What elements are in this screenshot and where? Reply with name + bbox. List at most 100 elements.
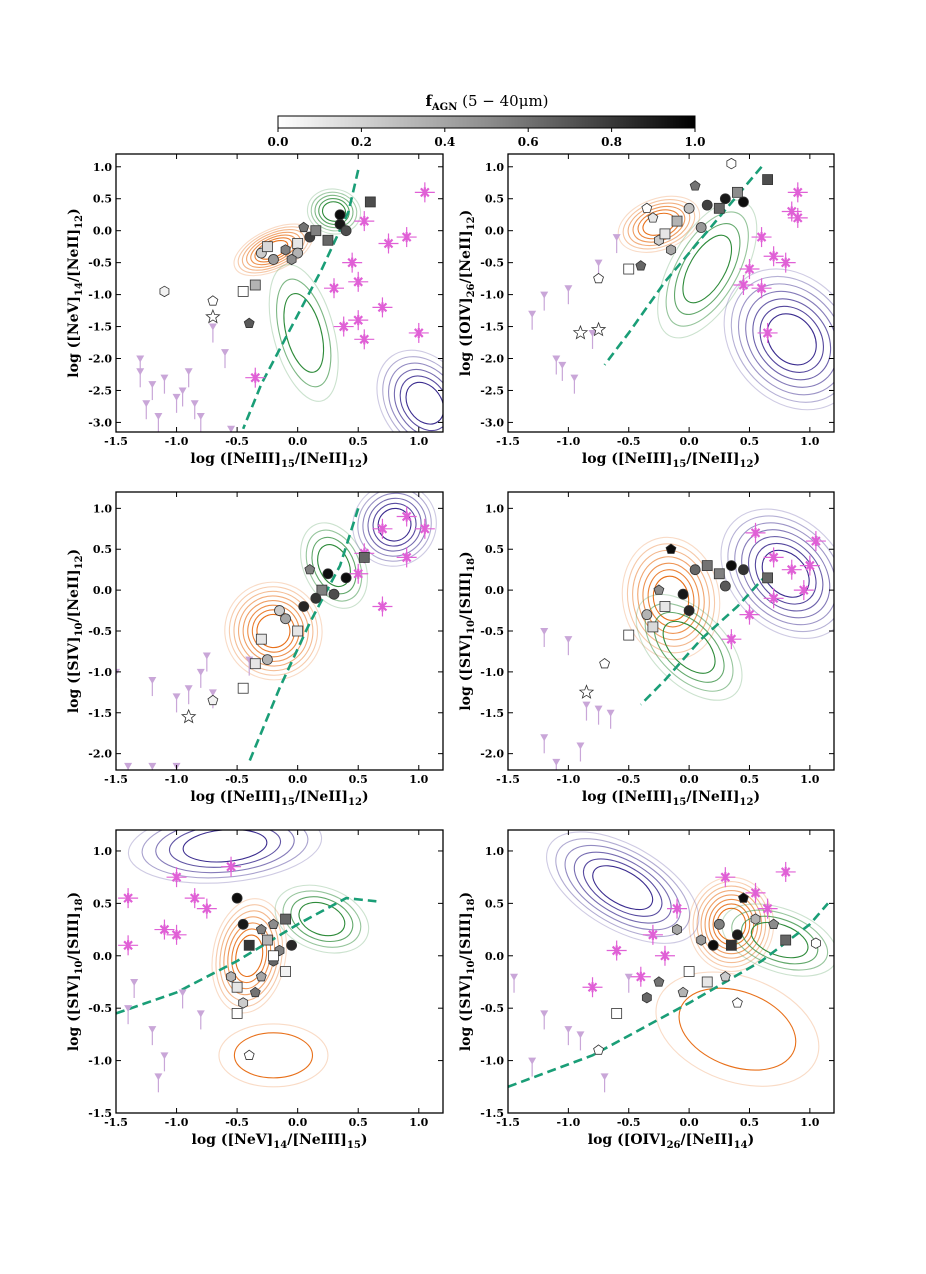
upper-limit-marker: [588, 329, 597, 337]
agn-point-square: [261, 934, 273, 946]
y-tick-label: -2.0: [88, 748, 112, 761]
green-contour: [662, 620, 716, 674]
upper-limit-point: [160, 374, 169, 394]
y-tick-label: 1.0: [485, 845, 504, 858]
agn-point-pentagon: [665, 543, 677, 554]
label-text: log ([NeIII]: [582, 789, 673, 805]
agn-point-pentagon: [298, 221, 310, 233]
upper-limit-marker: [172, 693, 181, 701]
upper-limit-marker: [196, 668, 205, 676]
magenta-marker: [353, 315, 363, 326]
green-contour: [653, 611, 725, 683]
colorbar-tick-label: 0.6: [518, 135, 539, 149]
magenta-marker: [353, 568, 363, 579]
label-subscript: 14: [734, 1140, 748, 1151]
label-subscript: 12: [74, 555, 85, 569]
green-contour: [314, 194, 354, 229]
colorbar-title-range: (5 − 40μm): [457, 92, 548, 110]
upper-limit-marker: [510, 973, 519, 981]
x-tick-label: 0.5: [740, 773, 759, 786]
agn-point-square: [725, 939, 737, 951]
agn-point-hexagon: [226, 971, 236, 983]
upper-limit-point: [564, 1026, 573, 1046]
agn-point-circle: [340, 572, 352, 584]
magenta-marker: [611, 945, 622, 956]
upper-limit-point: [124, 1005, 133, 1025]
orange-contour: [647, 569, 695, 628]
label-text: /[SIII]: [458, 912, 474, 960]
magenta-marker: [762, 903, 773, 914]
magenta-marker: [768, 593, 779, 604]
upper-limit-marker: [612, 234, 621, 242]
agn-point-square: [280, 913, 291, 925]
upper-limit-point: [184, 368, 193, 388]
upper-limit-marker: [552, 355, 561, 363]
purple-contour: [367, 497, 422, 552]
orange-contour: [642, 562, 700, 634]
magenta-point: [348, 310, 369, 331]
y-tick-label: 1.0: [93, 845, 112, 858]
upper-limit-marker: [221, 349, 229, 357]
upper-limit-point: [510, 973, 519, 993]
orange-contour: [632, 549, 710, 647]
agn-point-star: [205, 308, 221, 324]
y-tick-label: -1.5: [480, 321, 504, 334]
upper-limit-point: [582, 701, 591, 721]
purple-contour: [745, 290, 834, 388]
agn-point-hexagon: [810, 937, 821, 949]
magenta-marker: [347, 257, 357, 268]
upper-limit-marker: [202, 652, 211, 660]
orange-contour: [233, 590, 314, 672]
agn-point-square: [659, 601, 671, 612]
label-subscript: 18: [74, 898, 85, 912]
upper-limit-marker: [184, 368, 193, 376]
agn-point-circle: [689, 564, 701, 576]
agn-point-star: [180, 708, 197, 724]
agn-point-circle: [292, 247, 304, 259]
magenta-marker: [377, 523, 388, 534]
label-subscript: 10: [466, 960, 477, 974]
upper-limit-point: [576, 1031, 585, 1051]
upper-limit-point: [624, 973, 633, 993]
agn-point-square: [261, 241, 273, 253]
upper-limit-point: [184, 685, 193, 705]
upper-limit-marker: [124, 1005, 133, 1013]
purple-contour: [362, 492, 427, 557]
label-subscript: 15: [281, 797, 295, 808]
magenta-point: [739, 259, 760, 280]
y-tick-label: -1.0: [88, 666, 112, 679]
purple-contour: [399, 375, 443, 432]
plot-area: [116, 492, 437, 770]
upper-limit-point: [160, 1052, 169, 1072]
demarcation-line: [116, 896, 377, 1015]
magenta-point: [348, 271, 369, 292]
x-tick-label: -0.5: [617, 773, 641, 786]
agn-point-circle: [310, 592, 322, 604]
agn-point-hexagon: [238, 997, 249, 1009]
upper-limit-marker: [196, 413, 205, 421]
upper-limit-point: [148, 1026, 157, 1046]
upper-limit-marker: [540, 291, 549, 299]
y-tick-label: -0.5: [480, 625, 504, 638]
agn-point-circle: [261, 654, 273, 666]
agn-point-square: [316, 584, 328, 596]
label-text: log ([SIV]: [66, 974, 82, 1051]
orange-contour-set: [224, 581, 323, 681]
orange-contour: [247, 604, 300, 658]
x-tick-label: -0.5: [225, 435, 249, 448]
label-text: log ([NeIII]: [190, 451, 281, 467]
magenta-marker: [768, 552, 779, 563]
y-tick-label: 1.0: [93, 161, 112, 174]
agn-point-square: [713, 568, 725, 580]
y-tick-label: -1.0: [88, 289, 112, 302]
colorbar-title: fAGN (5 − 40μm): [425, 92, 548, 113]
upper-limit-point: [540, 734, 549, 754]
upper-limit-point: [178, 989, 187, 1009]
upper-limit-marker: [208, 689, 217, 697]
upper-limit-marker: [528, 1057, 537, 1065]
colorbar-tick-label: 0.2: [351, 135, 372, 149]
panel-frame: [115, 491, 444, 771]
magenta-point: [372, 596, 393, 617]
panel-frame: [507, 491, 835, 771]
